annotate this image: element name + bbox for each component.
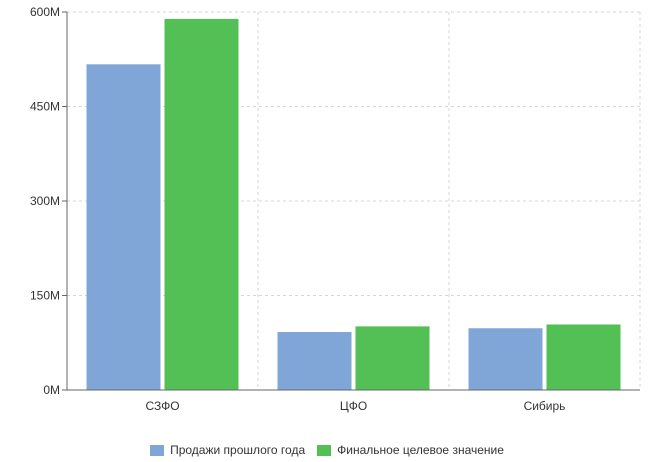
y-axis-ticks: 0M 150M 300M 450M 600M xyxy=(30,5,67,397)
legend: Продажи прошлого года Финальное целевое … xyxy=(0,443,654,457)
x-tick-label: СЗФО xyxy=(145,399,179,413)
y-tick-label: 150M xyxy=(30,289,60,303)
y-tick-label: 450M xyxy=(30,100,60,114)
legend-label-series-2: Финальное целевое значение xyxy=(337,443,504,457)
legend-item-series-1[interactable]: Продажи прошлого года xyxy=(150,443,305,457)
bars xyxy=(86,18,621,391)
bar-2-2 xyxy=(355,326,430,390)
bar-1-3 xyxy=(468,328,543,390)
legend-swatch-series-2 xyxy=(317,444,332,456)
y-tick-label: 600M xyxy=(30,5,60,19)
bar-1-2 xyxy=(277,332,352,390)
grid-lines xyxy=(67,11,641,390)
x-tick-label: Сибирь xyxy=(524,399,566,413)
y-tick-label: 300M xyxy=(30,194,60,208)
legend-label-series-1: Продажи прошлого года xyxy=(170,443,306,457)
legend-swatch-series-1 xyxy=(150,444,165,456)
x-tick-label: ЦФО xyxy=(340,399,367,413)
bar-1-1 xyxy=(86,64,161,390)
x-axis-ticks: СЗФО ЦФО Сибирь xyxy=(145,399,565,413)
y-tick-label: 0M xyxy=(43,383,60,397)
bar-2-1 xyxy=(164,18,239,391)
legend-item-series-2[interactable]: Финальное целевое значение xyxy=(317,443,504,457)
bar-2-3 xyxy=(546,324,621,390)
